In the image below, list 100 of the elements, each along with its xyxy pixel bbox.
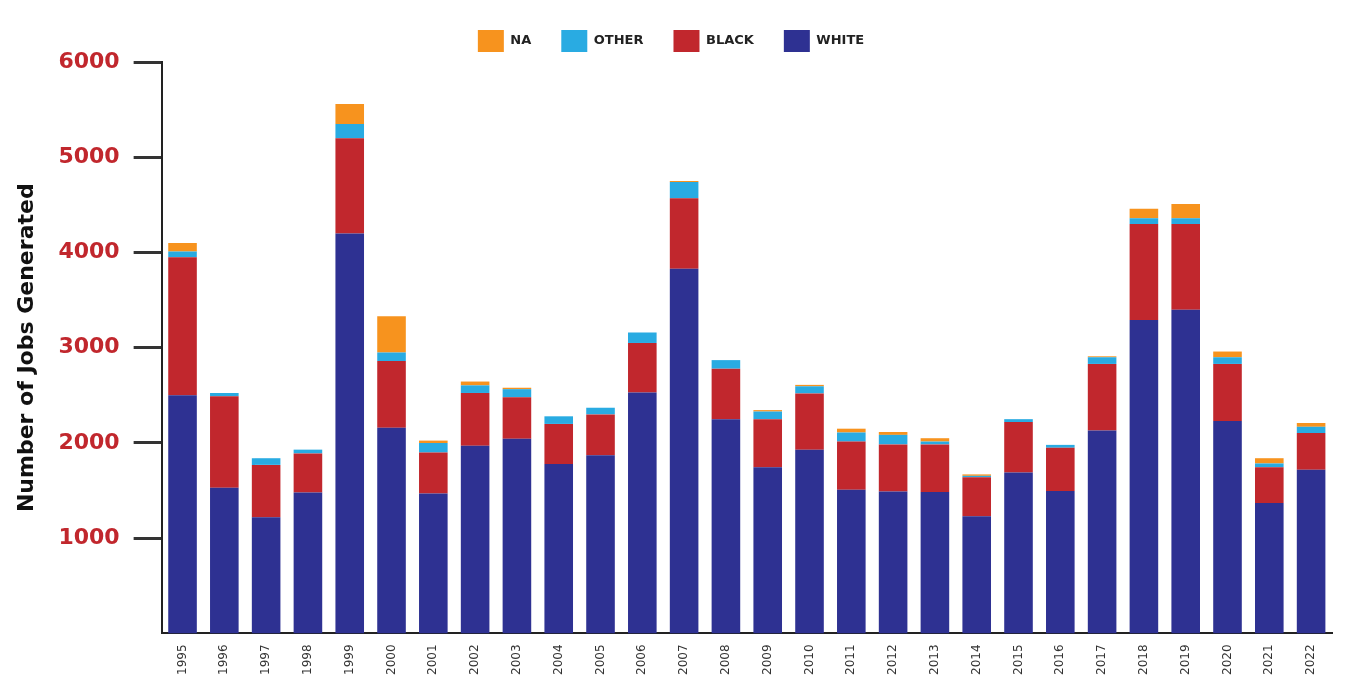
bar [1171,309,1200,634]
bar [293,453,323,493]
bar [837,441,866,490]
x-tick-label: 2005 [592,644,607,676]
x-tick-label: 2018 [1136,644,1151,676]
bar [795,449,824,634]
bar [1046,444,1075,448]
bar [1255,463,1284,468]
bar [920,492,950,634]
x-tick-label: 1996 [216,644,231,676]
bar [377,361,406,428]
legend-label: OTHER [593,32,644,48]
bar [711,360,741,369]
bar [377,427,406,634]
x-tick-label: 2017 [1094,644,1109,676]
bar [335,233,365,634]
bar [1129,223,1159,321]
bar [293,492,323,634]
bar [669,268,699,634]
bar [1296,469,1326,634]
bar [251,517,281,634]
bar [419,493,448,634]
x-tick-label: 2007 [676,644,691,676]
y-tick-label: 2000 [58,428,120,454]
x-tick-label: 2014 [968,644,983,676]
bar [502,438,532,634]
legend-label: NA [510,32,532,48]
x-tick-label: 2010 [801,644,816,676]
bar [1171,223,1200,310]
bar [1255,458,1284,464]
x-tick-label: 2015 [1010,644,1025,676]
bar [1046,447,1075,492]
legend-label: BLACK [705,32,755,48]
bar [1171,218,1200,224]
bar [544,416,574,424]
y-tick-label: 5000 [58,142,120,168]
bar [753,467,783,634]
bar [335,103,365,124]
bar [1171,203,1200,219]
bar [628,342,657,393]
bar [628,392,657,634]
bar [251,464,281,518]
x-tick-label: 2008 [718,644,733,676]
x-tick-label: 2019 [1177,644,1192,676]
bar [628,332,657,343]
legend-label: WHITE [816,32,865,48]
bar [335,138,365,234]
bar [878,444,908,492]
x-tick-label: 1997 [258,644,273,676]
bar [586,407,615,415]
bar [1087,357,1117,364]
x-tick-label: 2021 [1261,644,1276,676]
bar [669,182,699,199]
bar [1213,357,1242,364]
bar [753,419,783,468]
x-tick-label: 2013 [927,644,942,676]
bar [210,392,239,397]
bar [1213,421,1242,634]
bar [377,352,406,362]
bar [460,385,490,393]
x-tick-label: 2002 [467,644,482,676]
x-tick-label: 2001 [425,644,440,676]
bar [460,445,490,634]
bar [460,392,490,446]
bar [586,455,615,634]
bar [1004,472,1033,634]
y-tick-label: 4000 [58,238,120,264]
bar [878,491,908,634]
bar [1296,426,1326,433]
bar [502,389,532,398]
bar [1129,218,1159,224]
bar [878,434,908,445]
bar [711,419,741,634]
bar [502,397,532,439]
bar [795,393,824,450]
bar [210,487,239,634]
bar [1296,432,1326,470]
bar [544,423,574,464]
bar [962,477,991,517]
bar [1296,422,1326,427]
bar [1129,208,1159,219]
bar [1046,491,1075,634]
bar [1213,363,1242,422]
x-tick-label: 2000 [383,644,398,676]
x-tick-label: 2009 [759,644,774,676]
x-tick-label: 2022 [1303,644,1318,676]
bar [168,395,197,634]
bar [795,386,824,394]
bar [711,368,741,420]
bar [1255,467,1284,503]
bar [1087,363,1117,431]
bar [753,411,783,420]
bar [335,123,365,139]
bar [837,489,866,634]
y-tick-label: 1000 [58,523,120,549]
bar [1004,419,1033,423]
y-tick-label: 6000 [58,47,120,73]
bar [168,242,197,252]
bar [837,432,866,442]
x-tick-label: 2016 [1052,644,1067,676]
